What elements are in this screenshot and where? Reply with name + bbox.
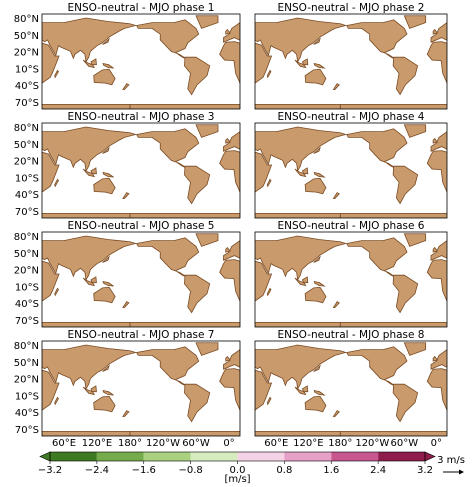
lat-label: 10°S [15,282,39,293]
lat-label: 10°S [15,173,39,184]
colorbar-bin [237,452,285,461]
colorbar-tick-label: 2.4 [370,465,386,476]
map-frame [254,13,448,110]
panel-title: ENSO-neutral - MJO phase 2 [278,2,425,14]
panel-title: ENSO-neutral - MJO phase 4 [278,111,425,123]
colorbar-bin [378,452,425,461]
colorbar-bin [96,452,144,461]
lat-label: 70°S [15,425,39,436]
map-frame [41,231,241,328]
lat-label: 50°N [14,140,39,151]
lat-label: 40°S [15,299,39,310]
panel-title: ENSO-neutral - MJO phase 1 [68,2,215,14]
lon-label: 120°W [146,438,180,449]
panel-title: ENSO-neutral - MJO phase 7 [68,329,215,341]
lat-label: 70°S [15,98,39,109]
lat-label: 80°N [14,341,39,352]
map-frame [41,13,241,110]
colorbar-extend [424,451,436,462]
lon-label: 120°E [293,438,323,449]
panel-title: ENSO-neutral - MJO phase 6 [278,220,425,232]
colorbar-bin [190,452,238,461]
lon-label: 60°W [391,438,419,449]
panel-title: ENSO-neutral - MJO phase 5 [68,220,215,232]
panel-title: ENSO-neutral - MJO phase 3 [68,111,215,123]
quiver-key-arrowhead [459,469,464,475]
lon-label: 120°W [355,438,389,449]
lat-label: 20°N [14,375,39,386]
map-frame [254,340,448,437]
map-frame [254,231,448,328]
lat-label: 80°N [14,232,39,243]
lon-label: 60°W [182,438,210,449]
map-frame [254,122,448,219]
colorbar-tick-label: 0.8 [276,465,292,476]
lon-label: 180° [118,438,142,449]
lat-label: 20°N [14,157,39,168]
lat-label: 40°S [15,408,39,419]
lat-label: 10°S [15,64,39,75]
colorbar-tick-label: −0.8 [178,465,202,476]
lon-label: 180° [328,438,352,449]
colorbar-bin [50,452,97,461]
colorbar-tick-label: −2.4 [85,465,109,476]
lat-label: 80°N [14,123,39,134]
map-frame [41,122,241,219]
lon-label: 0° [223,438,234,449]
lat-label: 80°N [14,14,39,25]
lon-label: 120°E [82,438,112,449]
colorbar-label: [m/s] [224,474,250,485]
lat-label: 50°N [14,31,39,42]
lon-label: 0° [431,438,442,449]
colorbar-tick-label: −1.6 [132,465,156,476]
colorbar-bin [143,452,191,461]
lat-label: 40°S [15,190,39,201]
colorbar-tick-label: 3.2 [417,465,433,476]
lon-label: 60°E [52,438,76,449]
colorbar-bin [331,452,379,461]
colorbar-tick-label: −3.2 [38,465,62,476]
lat-label: 70°S [15,316,39,327]
lat-label: 10°S [15,391,39,402]
lat-label: 50°N [14,358,39,369]
colorbar-extend [39,451,51,462]
lat-label: 70°S [15,207,39,218]
lat-label: 40°S [15,81,39,92]
lat-label: 20°N [14,48,39,59]
colorbar-bin [284,452,332,461]
panel-title: ENSO-neutral - MJO phase 8 [278,329,425,341]
lat-label: 50°N [14,249,39,260]
colorbar-tick-label: 1.6 [323,465,339,476]
map-frame [41,340,241,437]
lon-label: 60°E [264,438,288,449]
colorbar-tick-label: 0.0 [230,465,246,476]
quiver-key-label: 3 m/s [437,455,465,466]
lat-label: 20°N [14,266,39,277]
